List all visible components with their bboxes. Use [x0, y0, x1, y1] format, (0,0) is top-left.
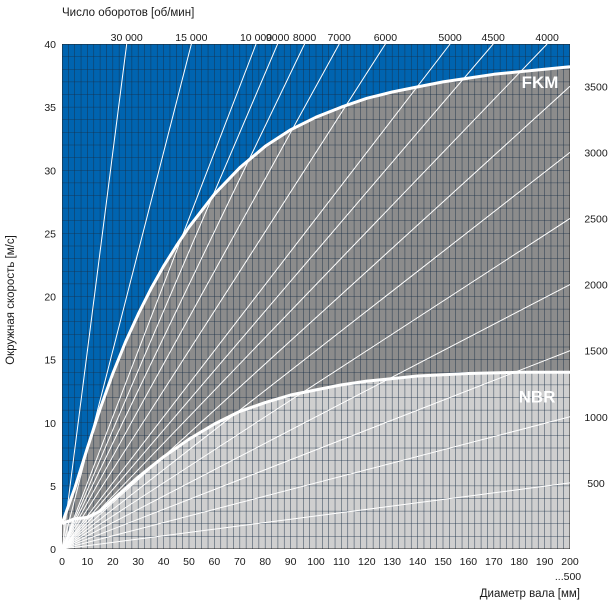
rpm-line	[62, 44, 494, 549]
x-tick-label: 140	[409, 556, 427, 568]
y-tick-label: 5	[50, 481, 56, 493]
x-tick-label: 130	[383, 556, 401, 568]
x-tick-label: 70	[234, 556, 246, 568]
x-tick-label: 150	[434, 556, 452, 568]
right-rpm-label: 3500	[584, 81, 608, 93]
rpm-line	[62, 482, 570, 549]
y-tick-label: 15	[44, 355, 56, 367]
nbr-curve	[62, 370, 570, 526]
x-tick-label: 40	[158, 556, 170, 568]
top-rpm-label: 30 000	[111, 32, 143, 44]
rpm-line	[62, 44, 306, 549]
y-tick-label: 0	[50, 544, 56, 556]
x-tick-label: 110	[333, 556, 350, 568]
x-tick-label: 180	[510, 556, 528, 568]
x-tick-label: 190	[536, 556, 554, 568]
x-tick-label: 170	[485, 556, 503, 568]
rpm-line	[62, 44, 257, 549]
x-tick-label: 200	[561, 556, 579, 568]
rpm-line	[62, 416, 570, 549]
x-tick-label: 160	[460, 556, 478, 568]
y-axis-title: Окружная скорость [м/с]	[5, 235, 17, 365]
top-rpm-label: 8000	[293, 32, 317, 44]
chart-grid	[62, 44, 570, 549]
right-rpm-label: 500	[587, 478, 605, 490]
rpm-line	[62, 44, 128, 549]
y-tick-label: 35	[44, 102, 56, 114]
right-rpm-label: 1500	[584, 346, 608, 358]
x-tick-label: 120	[358, 556, 376, 568]
top-rpm-label: 9000	[266, 32, 290, 44]
x-tick-label: 0	[59, 556, 65, 568]
x-tick-label: 20	[107, 556, 119, 568]
rpm-line	[62, 44, 451, 549]
top-rpm-label: 15 000	[175, 32, 207, 44]
top-rpm-label: 5000	[438, 32, 462, 44]
top-rpm-label: 4500	[482, 32, 506, 44]
y-tick-label: 25	[44, 228, 56, 240]
x-tick-label: 60	[209, 556, 221, 568]
rpm-line	[62, 350, 570, 549]
top-rpm-label: 10 000	[240, 32, 272, 44]
right-rpm-label: 1000	[584, 412, 608, 424]
x-end-label: ...500	[555, 571, 581, 583]
x-tick-label: 90	[285, 556, 297, 568]
nbr-label: NBR	[519, 388, 556, 407]
fkm-label: FKM	[522, 73, 559, 92]
x-axis-title: Диаметр вала [мм]	[480, 588, 580, 600]
y-tick-label: 10	[44, 418, 56, 430]
y-tick-label: 40	[44, 39, 56, 51]
rpm-line	[62, 44, 279, 549]
material-limit-curves	[62, 65, 570, 526]
rpm-line	[62, 44, 386, 549]
top-rpm-label: 4000	[535, 32, 559, 44]
x-tick-label: 50	[183, 556, 195, 568]
rpm-line	[62, 151, 570, 549]
rpm-line	[62, 218, 570, 549]
right-rpm-label: 2000	[584, 280, 608, 292]
top-axis-title: Число оборотов [об/мин]	[62, 7, 194, 19]
y-tick-label: 30	[44, 165, 56, 177]
x-tick-label: 10	[82, 556, 94, 568]
x-tick-label: 80	[259, 556, 271, 568]
x-tick-label: 30	[132, 556, 144, 568]
top-rpm-label: 6000	[374, 32, 398, 44]
top-rpm-label: 7000	[328, 32, 352, 44]
rpm-line	[62, 44, 548, 549]
y-tick-label: 20	[44, 292, 56, 304]
fkm-curve	[62, 65, 570, 525]
right-rpm-label: 2500	[584, 213, 608, 225]
rpm-line	[62, 284, 570, 549]
x-tick-label: 100	[307, 556, 325, 568]
right-rpm-label: 3000	[584, 147, 608, 159]
